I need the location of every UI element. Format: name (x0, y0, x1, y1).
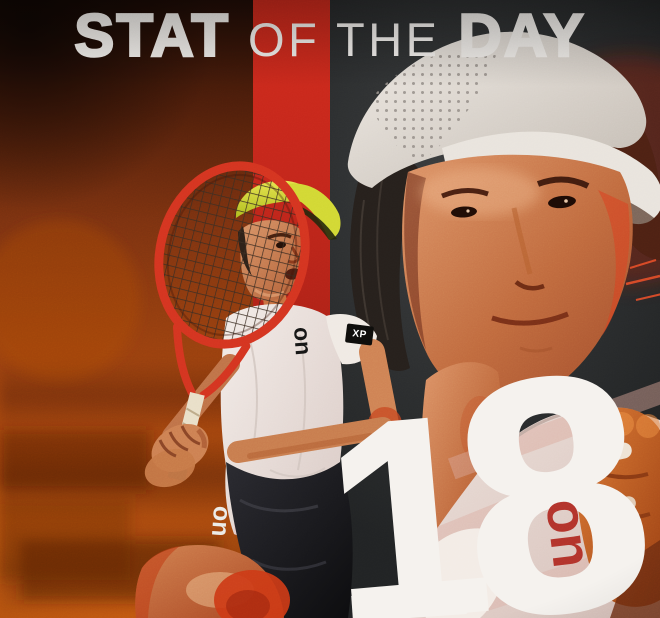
on-logo-chest: on (289, 326, 317, 356)
stat-digit-8: 8 (435, 297, 660, 618)
headline: STAT OF THE DAY (0, 0, 660, 66)
gripping-hands (144, 424, 209, 488)
on-logo-shorts: on (205, 505, 237, 538)
on-logo-in-number: on (534, 495, 605, 571)
xp-sleeve-patch: XP (344, 323, 375, 346)
headline-lead: STAT (73, 2, 231, 69)
headline-tail: DAY (457, 2, 586, 69)
headline-middle: OF THE (248, 13, 441, 66)
